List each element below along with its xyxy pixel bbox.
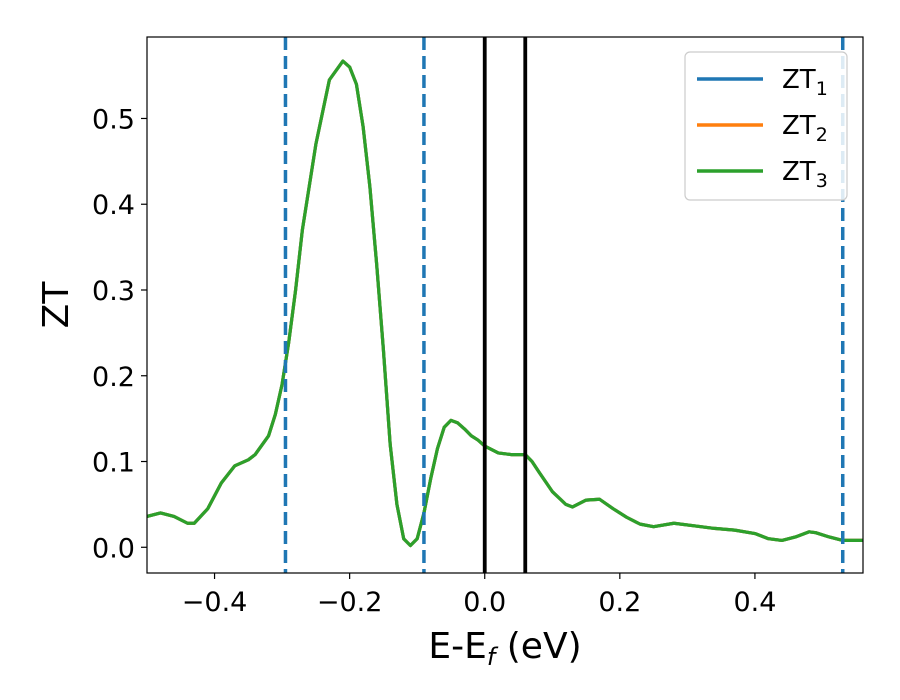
- x-tick-label: 0.2: [598, 587, 641, 618]
- y-tick-label: 0.2: [92, 362, 135, 393]
- legend-frame: [684, 51, 848, 201]
- x-axis-label-suffix: (eV): [495, 626, 581, 667]
- series-line-3: [147, 59, 863, 548]
- y-tick-label: 0.5: [92, 104, 135, 135]
- legend-label-3: ZT3: [782, 157, 828, 192]
- y-axis-ticks: 0.0 0.1 0.2 0.3 0.4 0.5: [92, 104, 147, 564]
- y-axis-label: ZT: [36, 281, 77, 329]
- legend: ZT1 ZT2 ZT3: [684, 51, 848, 201]
- x-axis-label-main: E-E: [428, 626, 486, 667]
- plot-frame: [146, 36, 864, 574]
- x-axis-ticks: −0.4 −0.2 0.0 0.2 0.4: [182, 573, 776, 618]
- x-tick-label: 0.0: [463, 587, 506, 618]
- x-tick-label: 0.4: [733, 587, 776, 618]
- y-tick-label: 0.1: [92, 448, 135, 479]
- x-tick-label: −0.4: [182, 587, 248, 618]
- y-tick-label: 0.4: [92, 190, 135, 221]
- legend-label-2: ZT2: [782, 111, 828, 146]
- y-tick-label: 0.0: [92, 533, 135, 564]
- y-tick-label: 0.3: [92, 276, 135, 307]
- x-axis-label: E-Ef (eV): [428, 626, 581, 671]
- series-lines: [147, 59, 863, 548]
- x-tick-label: −0.2: [317, 587, 383, 618]
- reference-lines: [283, 37, 845, 573]
- legend-label-1: ZT1: [782, 65, 828, 100]
